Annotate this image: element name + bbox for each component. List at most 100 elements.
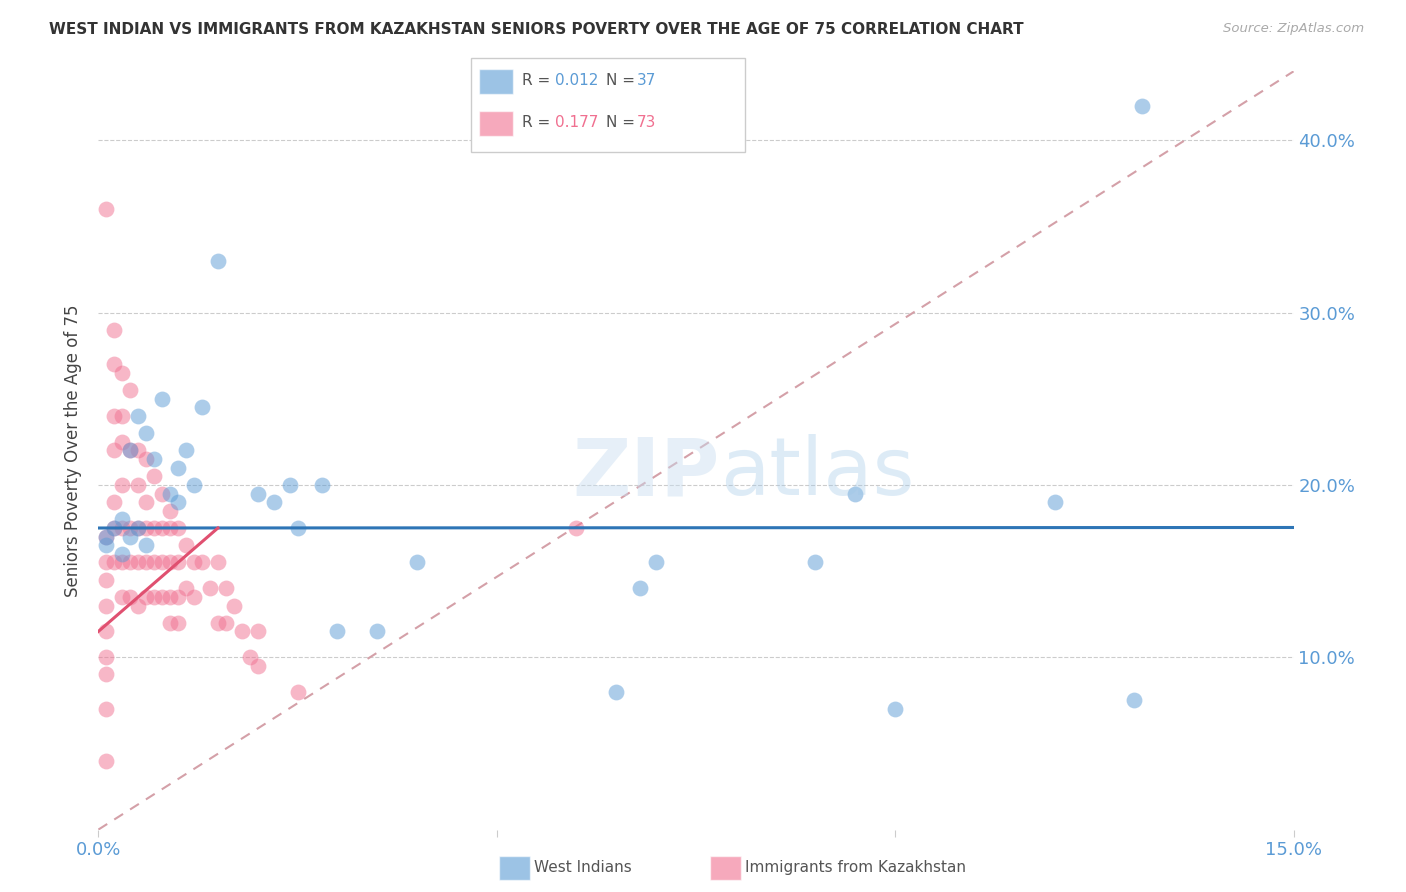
Point [159, 486, 181, 500]
Point [191, 401, 214, 415]
Point [167, 556, 190, 570]
Text: atlas: atlas [720, 434, 914, 512]
Point [96, 530, 118, 544]
Point [127, 478, 149, 492]
Point [287, 521, 309, 535]
Text: Immigrants from Kazakhstan: Immigrants from Kazakhstan [745, 860, 966, 874]
Point [111, 434, 134, 449]
Point [96, 530, 118, 544]
Point [326, 624, 349, 639]
Text: N =: N = [606, 115, 640, 129]
Text: 37: 37 [637, 73, 657, 87]
Text: 73: 73 [637, 115, 657, 129]
Text: WEST INDIAN VS IMMIGRANTS FROM KAZAKHSTAN SENIORS POVERTY OVER THE AGE OF 75 COR: WEST INDIAN VS IMMIGRANTS FROM KAZAKHSTA… [49, 22, 1024, 37]
Point [143, 521, 166, 535]
Point [159, 556, 181, 570]
Point [120, 443, 142, 458]
Point [120, 530, 142, 544]
Point [96, 650, 118, 665]
Point [111, 547, 134, 561]
Point [135, 495, 157, 509]
Point [159, 521, 181, 535]
Point [111, 409, 134, 423]
Point [406, 556, 429, 570]
Point [143, 452, 166, 467]
Point [111, 512, 134, 526]
Point [135, 521, 157, 535]
Point [96, 754, 118, 768]
Text: 0.012: 0.012 [555, 73, 599, 87]
Point [103, 495, 125, 509]
Point [174, 582, 197, 596]
Point [127, 409, 149, 423]
Point [96, 538, 118, 552]
Point [167, 521, 190, 535]
Point [183, 590, 205, 604]
Point [103, 443, 125, 458]
Point [246, 658, 269, 673]
Point [844, 486, 866, 500]
Point [1043, 495, 1066, 509]
Point [167, 495, 190, 509]
Point [167, 460, 190, 475]
Point [159, 615, 181, 630]
Point [565, 521, 588, 535]
Point [239, 650, 262, 665]
Point [127, 443, 149, 458]
Text: R =: R = [522, 115, 555, 129]
Point [150, 590, 173, 604]
Point [884, 702, 907, 716]
Point [207, 253, 229, 268]
Point [645, 556, 668, 570]
Point [135, 538, 157, 552]
Point [96, 573, 118, 587]
Point [96, 556, 118, 570]
Point [150, 521, 173, 535]
Point [127, 521, 149, 535]
Point [263, 495, 285, 509]
Point [111, 366, 134, 380]
Text: ZIP: ZIP [572, 434, 720, 512]
Point [103, 409, 125, 423]
Point [143, 556, 166, 570]
Point [215, 582, 238, 596]
Point [96, 624, 118, 639]
Point [222, 599, 245, 613]
Point [246, 624, 269, 639]
Point [207, 556, 229, 570]
Point [1123, 693, 1146, 707]
Point [174, 538, 197, 552]
Point [605, 684, 627, 698]
Point [127, 521, 149, 535]
Point [311, 478, 333, 492]
Point [150, 392, 173, 406]
Point [174, 443, 197, 458]
Point [231, 624, 253, 639]
Point [127, 556, 149, 570]
Point [198, 582, 221, 596]
Text: N =: N = [606, 73, 640, 87]
Point [207, 615, 229, 630]
Point [191, 556, 214, 570]
Point [246, 486, 269, 500]
Point [111, 478, 134, 492]
Point [103, 521, 125, 535]
Point [143, 469, 166, 483]
Text: 0.177: 0.177 [555, 115, 599, 129]
Point [366, 624, 388, 639]
Point [278, 478, 301, 492]
Point [159, 504, 181, 518]
Point [103, 556, 125, 570]
Point [183, 556, 205, 570]
Point [103, 323, 125, 337]
Y-axis label: Seniors Poverty Over the Age of 75: Seniors Poverty Over the Age of 75 [65, 304, 83, 597]
Point [120, 443, 142, 458]
Point [167, 615, 190, 630]
Point [96, 667, 118, 681]
Point [159, 590, 181, 604]
Point [96, 702, 118, 716]
Point [127, 599, 149, 613]
Point [150, 486, 173, 500]
Point [111, 556, 134, 570]
Point [183, 478, 205, 492]
